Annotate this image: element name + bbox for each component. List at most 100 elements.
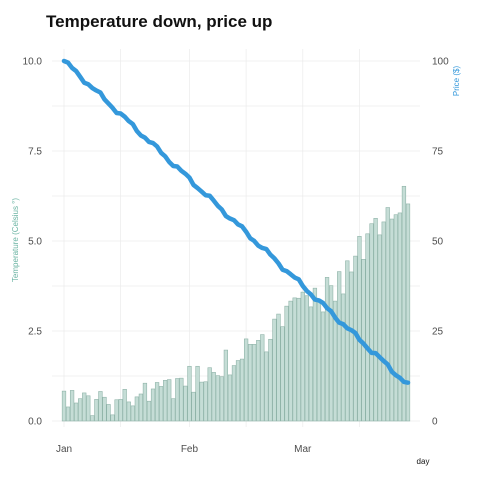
temperature-bar (264, 351, 269, 422)
temperature-bar (324, 277, 330, 422)
temperature-bar (397, 212, 403, 422)
temperature-bar (118, 399, 123, 422)
temperature-bar (401, 185, 407, 422)
right-tick-label: 75 (432, 147, 444, 158)
temperature-bar (328, 285, 334, 422)
temperature-bar (239, 358, 245, 422)
temperature-bar (333, 300, 338, 422)
temperature-bar (86, 395, 91, 422)
temperature-bar (393, 214, 398, 422)
temperature-bar (369, 223, 374, 422)
temperature-bar (65, 406, 71, 422)
temperature-bar (82, 392, 87, 422)
temperature-bar (272, 318, 277, 422)
temperature-bar (69, 390, 75, 422)
temperature-bar (102, 396, 107, 422)
temperature-bar (114, 399, 119, 422)
temperature-bar (171, 398, 176, 422)
temperature-bar (280, 326, 285, 422)
left-tick-label: 5.0 (28, 237, 42, 248)
temperature-bar (268, 338, 273, 422)
temperature-bar (337, 271, 342, 422)
temperature-bar (405, 203, 411, 422)
temperature-bar (130, 405, 135, 422)
temperature-bar (122, 389, 127, 422)
temperature-bar (260, 334, 265, 422)
temperature-bar (320, 311, 326, 422)
temperature-bar (94, 399, 99, 422)
temperature-bar (227, 374, 233, 422)
temperature-bar (389, 218, 394, 422)
temperature-bar (191, 391, 196, 422)
temperature-bar (276, 313, 281, 422)
temperature-bar (183, 385, 188, 422)
temperature-bar (167, 379, 172, 422)
temperature-bar (256, 340, 261, 422)
temperature-bar (211, 372, 216, 422)
left-tick-label: 0.0 (28, 417, 42, 428)
temperature-bar (187, 365, 192, 422)
left-tick-label: 7.5 (28, 147, 42, 158)
right-tick-label: 100 (432, 57, 449, 68)
temperature-bar (203, 381, 208, 422)
temperature-bar (373, 218, 378, 422)
left-axis-ticks: 0.0 2.5 5.0 7.5 10.0 (23, 57, 43, 428)
temperature-bar (195, 365, 200, 422)
price-series-line (61, 58, 411, 385)
temperature-bar (308, 306, 313, 422)
x-axis-ticks: Jan Feb Mar (56, 444, 312, 455)
temperature-bar (231, 365, 237, 422)
x-tick-label: Mar (294, 444, 312, 455)
temperature-bar (126, 401, 131, 422)
temperature-bar (349, 271, 354, 422)
right-axis-ticks: 0 25 50 75 100 (432, 57, 449, 428)
temperature-bar (223, 349, 229, 422)
right-axis-title: Price ($) (452, 66, 461, 97)
temperature-bar (106, 404, 111, 422)
temperature-bar (385, 207, 390, 422)
temperature-bar (90, 415, 95, 422)
temperature-bar (175, 378, 180, 422)
temperature-bar (284, 305, 289, 422)
temperature-bar (74, 402, 79, 422)
left-axis-title: Temperature (Celsius °) (11, 198, 20, 282)
temperature-bar (110, 414, 115, 422)
temperature-bar (215, 375, 220, 422)
temperature-bar (381, 221, 386, 422)
temperature-bar (138, 393, 144, 422)
temperature-bar (150, 388, 156, 422)
temperature-bar (98, 391, 103, 422)
temperature-bar (61, 390, 67, 422)
temperature-bar (357, 236, 362, 422)
temperature-bar (219, 376, 224, 422)
x-axis-title: day (417, 457, 430, 466)
temperature-bar (146, 400, 152, 422)
x-tick-label: Feb (181, 444, 199, 455)
right-tick-label: 50 (432, 237, 444, 248)
temperature-bar (163, 380, 168, 422)
temperature-bar (312, 287, 318, 422)
temperature-bar (248, 344, 253, 422)
temperature-bar (134, 396, 139, 422)
temperature-bar (300, 291, 305, 422)
temperature-bars (61, 185, 411, 422)
temperature-bar (243, 338, 249, 422)
x-tick-label: Jan (56, 444, 72, 455)
temperature-bar (296, 297, 301, 422)
temperature-bar (142, 382, 148, 422)
chart-title: Temperature down, price up (46, 12, 272, 31)
temperature-bar (154, 382, 160, 422)
left-tick-label: 10.0 (23, 57, 43, 68)
temperature-bar (235, 360, 241, 422)
left-tick-label: 2.5 (28, 327, 42, 338)
temperature-bar (179, 377, 184, 422)
temperature-bar (304, 295, 309, 422)
temperature-bar (78, 398, 83, 422)
temperature-bar (199, 381, 204, 422)
temperature-bar (365, 233, 370, 422)
right-tick-label: 25 (432, 327, 444, 338)
temperature-bar (292, 297, 297, 422)
temperature-bar (288, 300, 293, 422)
temperature-bar (341, 293, 346, 422)
